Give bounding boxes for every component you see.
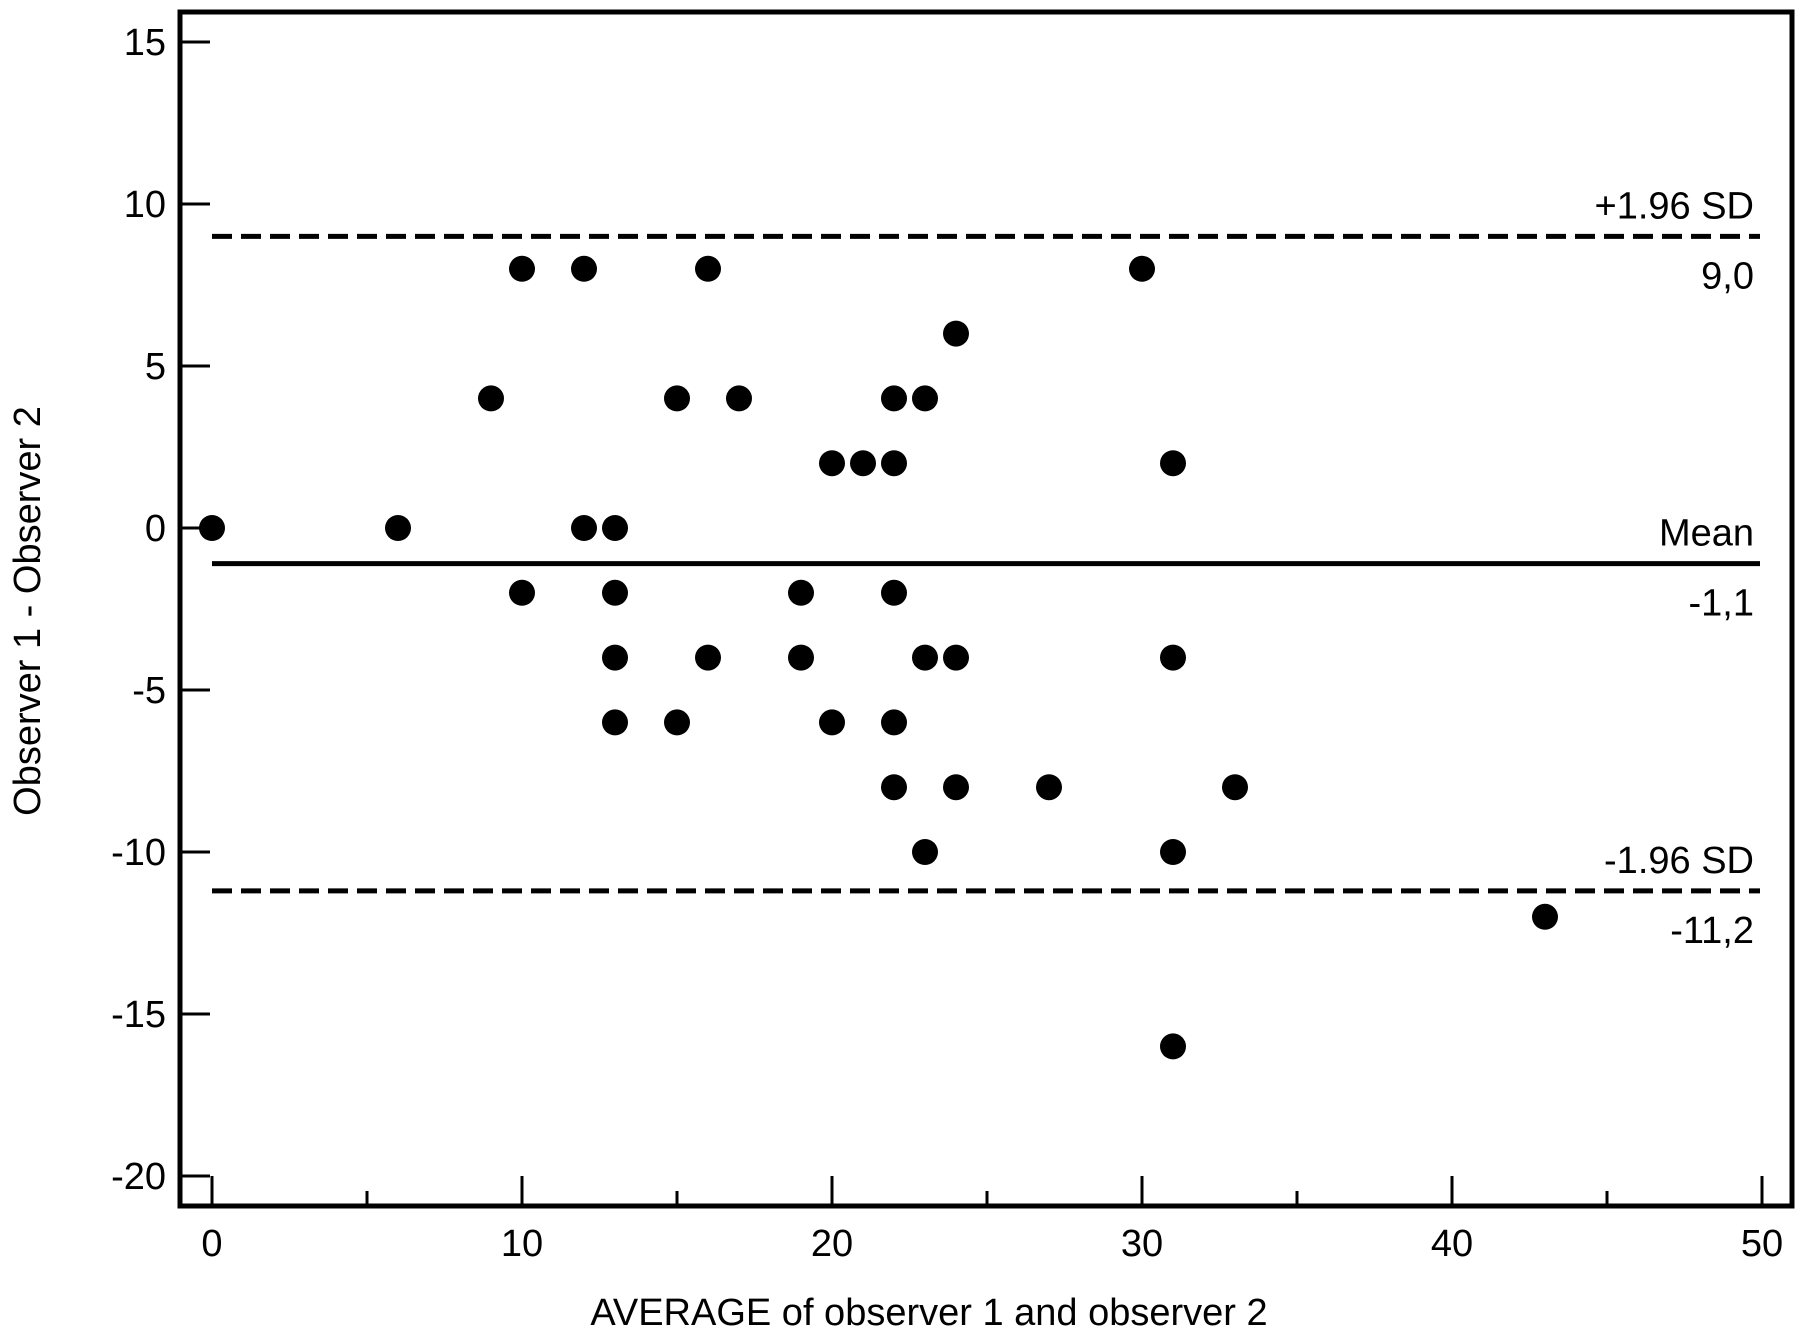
y-tick-label: 5	[145, 346, 166, 388]
data-point	[695, 255, 721, 282]
reference-line-name: Mean	[1659, 513, 1754, 555]
data-points	[199, 255, 1558, 1060]
data-point	[912, 385, 938, 412]
data-point	[602, 515, 628, 541]
data-point	[602, 709, 628, 736]
data-point	[571, 515, 597, 541]
y-axis-title: Observer 1 - Observer 2	[7, 406, 49, 816]
data-point	[1222, 774, 1248, 801]
reference-line-value: -1,1	[1689, 583, 1754, 625]
data-point	[509, 255, 535, 282]
reference-line-value: -11,2	[1670, 910, 1754, 952]
data-point	[478, 385, 504, 412]
data-point	[850, 450, 876, 477]
data-point	[199, 515, 225, 541]
data-point	[788, 579, 814, 606]
y-tick-label: 0	[145, 508, 166, 550]
data-point	[912, 644, 938, 671]
data-point	[664, 709, 690, 736]
data-point	[602, 644, 628, 671]
data-point	[881, 579, 907, 606]
data-point	[602, 579, 628, 606]
data-point	[1160, 1033, 1186, 1060]
data-point	[881, 709, 907, 736]
data-point	[1532, 903, 1558, 930]
data-point	[1036, 774, 1062, 801]
data-point	[881, 385, 907, 412]
y-tick-label: 15	[124, 22, 166, 64]
x-tick-label: 30	[1121, 1223, 1163, 1265]
data-point	[881, 774, 907, 801]
data-point	[943, 644, 969, 671]
reference-line-value: 9,0	[1701, 255, 1754, 297]
data-point	[571, 255, 597, 282]
y-axis: 15 10 5 0 -5 -10 -15 -20	[111, 22, 210, 1198]
y-tick-label: -10	[111, 832, 166, 874]
data-point	[1160, 644, 1186, 671]
x-tick-label: 20	[811, 1223, 853, 1265]
data-point	[788, 644, 814, 671]
x-tick-label: 50	[1741, 1223, 1783, 1265]
data-point	[726, 385, 752, 412]
data-point	[1160, 839, 1186, 865]
y-tick-label: -20	[111, 1156, 166, 1198]
x-axis-title: AVERAGE of observer 1 and observer 2	[590, 1292, 1267, 1334]
data-point	[819, 450, 845, 477]
data-point	[509, 579, 535, 606]
data-point	[819, 709, 845, 736]
reference-lines: +1.96 SD 9,0 Mean -1,1 -1.96 SD -11,2	[212, 185, 1760, 952]
reference-line-name: +1.96 SD	[1595, 185, 1755, 227]
data-point	[664, 385, 690, 412]
y-tick-label: -15	[111, 994, 166, 1036]
plot-frame	[177, 9, 1795, 1209]
data-point	[912, 839, 938, 865]
data-point	[1160, 450, 1186, 477]
y-tick-label: 10	[124, 184, 166, 226]
data-point	[695, 644, 721, 671]
data-point	[881, 450, 907, 477]
data-point	[943, 320, 969, 347]
data-point	[1129, 255, 1155, 282]
data-point	[385, 515, 411, 541]
x-tick-label: 40	[1431, 1223, 1473, 1265]
y-tick-label: -5	[132, 670, 166, 712]
reference-line-name: -1.96 SD	[1604, 840, 1754, 882]
x-tick-label: 0	[201, 1223, 222, 1265]
x-tick-label: 10	[501, 1223, 543, 1265]
data-point	[943, 774, 969, 801]
x-axis: 0 10 20 30 40 50	[201, 1176, 1783, 1265]
